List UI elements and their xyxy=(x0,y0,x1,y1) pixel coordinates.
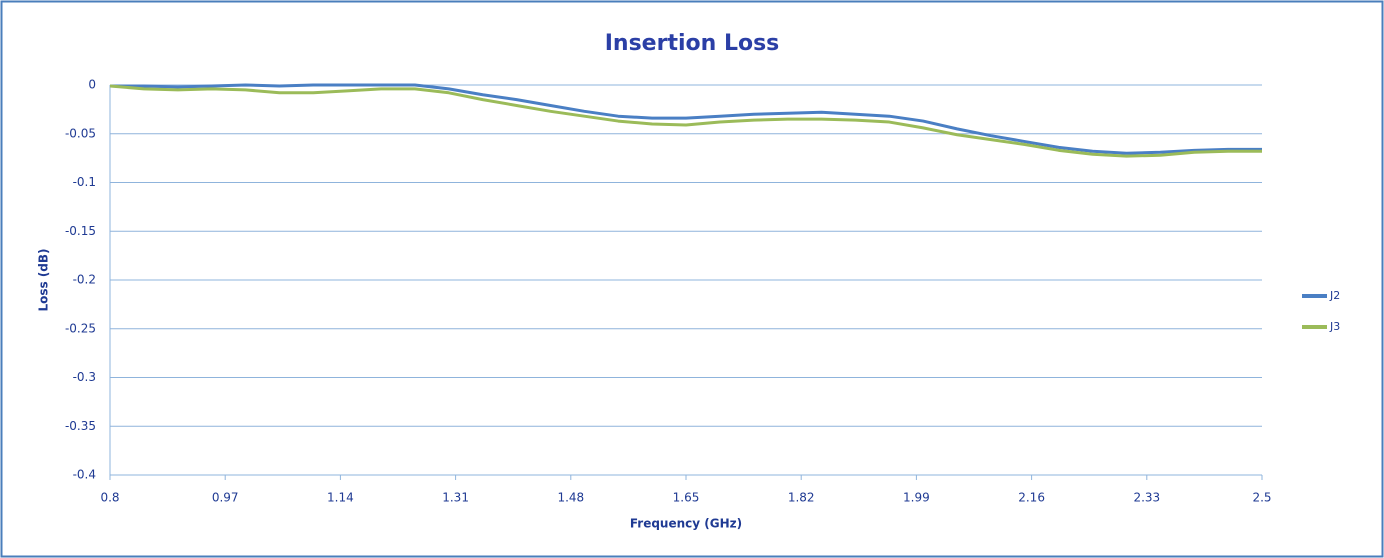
x-tick-label: 1.65 xyxy=(673,491,700,505)
line-series xyxy=(109,84,1262,158)
chart-title: Insertion Loss xyxy=(605,31,780,56)
x-tick-label: 0.97 xyxy=(212,491,239,505)
x-tick-label: 2.16 xyxy=(1018,491,1045,505)
legend-label: J3 xyxy=(1329,320,1340,333)
x-tick-label: 2.5 xyxy=(1252,491,1271,505)
x-tick-label: 2.33 xyxy=(1133,491,1160,505)
y-tick-label: -0.35 xyxy=(65,419,96,433)
x-tick-label: 1.48 xyxy=(557,491,584,505)
y-tick-label: 0 xyxy=(88,78,96,92)
legend-label: J2 xyxy=(1329,289,1340,302)
line-series xyxy=(110,83,1262,155)
y-tick-label: -0.2 xyxy=(73,273,96,287)
y-tick-label: -0.05 xyxy=(65,126,96,140)
x-tick-label: 0.8 xyxy=(100,491,119,505)
y-axis-label: Loss (dB) xyxy=(37,248,51,311)
y-tick-label: -0.1 xyxy=(73,175,96,189)
y-tick-label: -0.15 xyxy=(65,224,96,238)
y-tick-label: -0.25 xyxy=(65,321,96,335)
x-tick-label: 1.31 xyxy=(442,491,469,505)
y-tick-label: -0.3 xyxy=(73,370,96,384)
x-axis-label: Frequency (GHz) xyxy=(630,517,742,531)
x-tick-label: 1.82 xyxy=(788,491,815,505)
x-tick-label: 1.14 xyxy=(327,491,354,505)
y-tick-label: -0.4 xyxy=(73,468,96,482)
x-tick-label: 1.99 xyxy=(903,491,930,505)
